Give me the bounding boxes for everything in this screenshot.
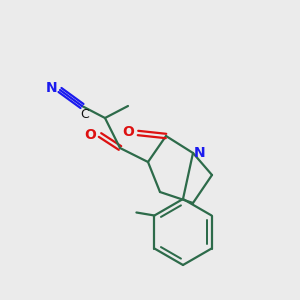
Text: O: O [84, 128, 96, 142]
Text: O: O [122, 125, 134, 139]
Text: N: N [194, 146, 206, 160]
Text: N: N [46, 81, 58, 95]
Text: C: C [81, 107, 89, 121]
